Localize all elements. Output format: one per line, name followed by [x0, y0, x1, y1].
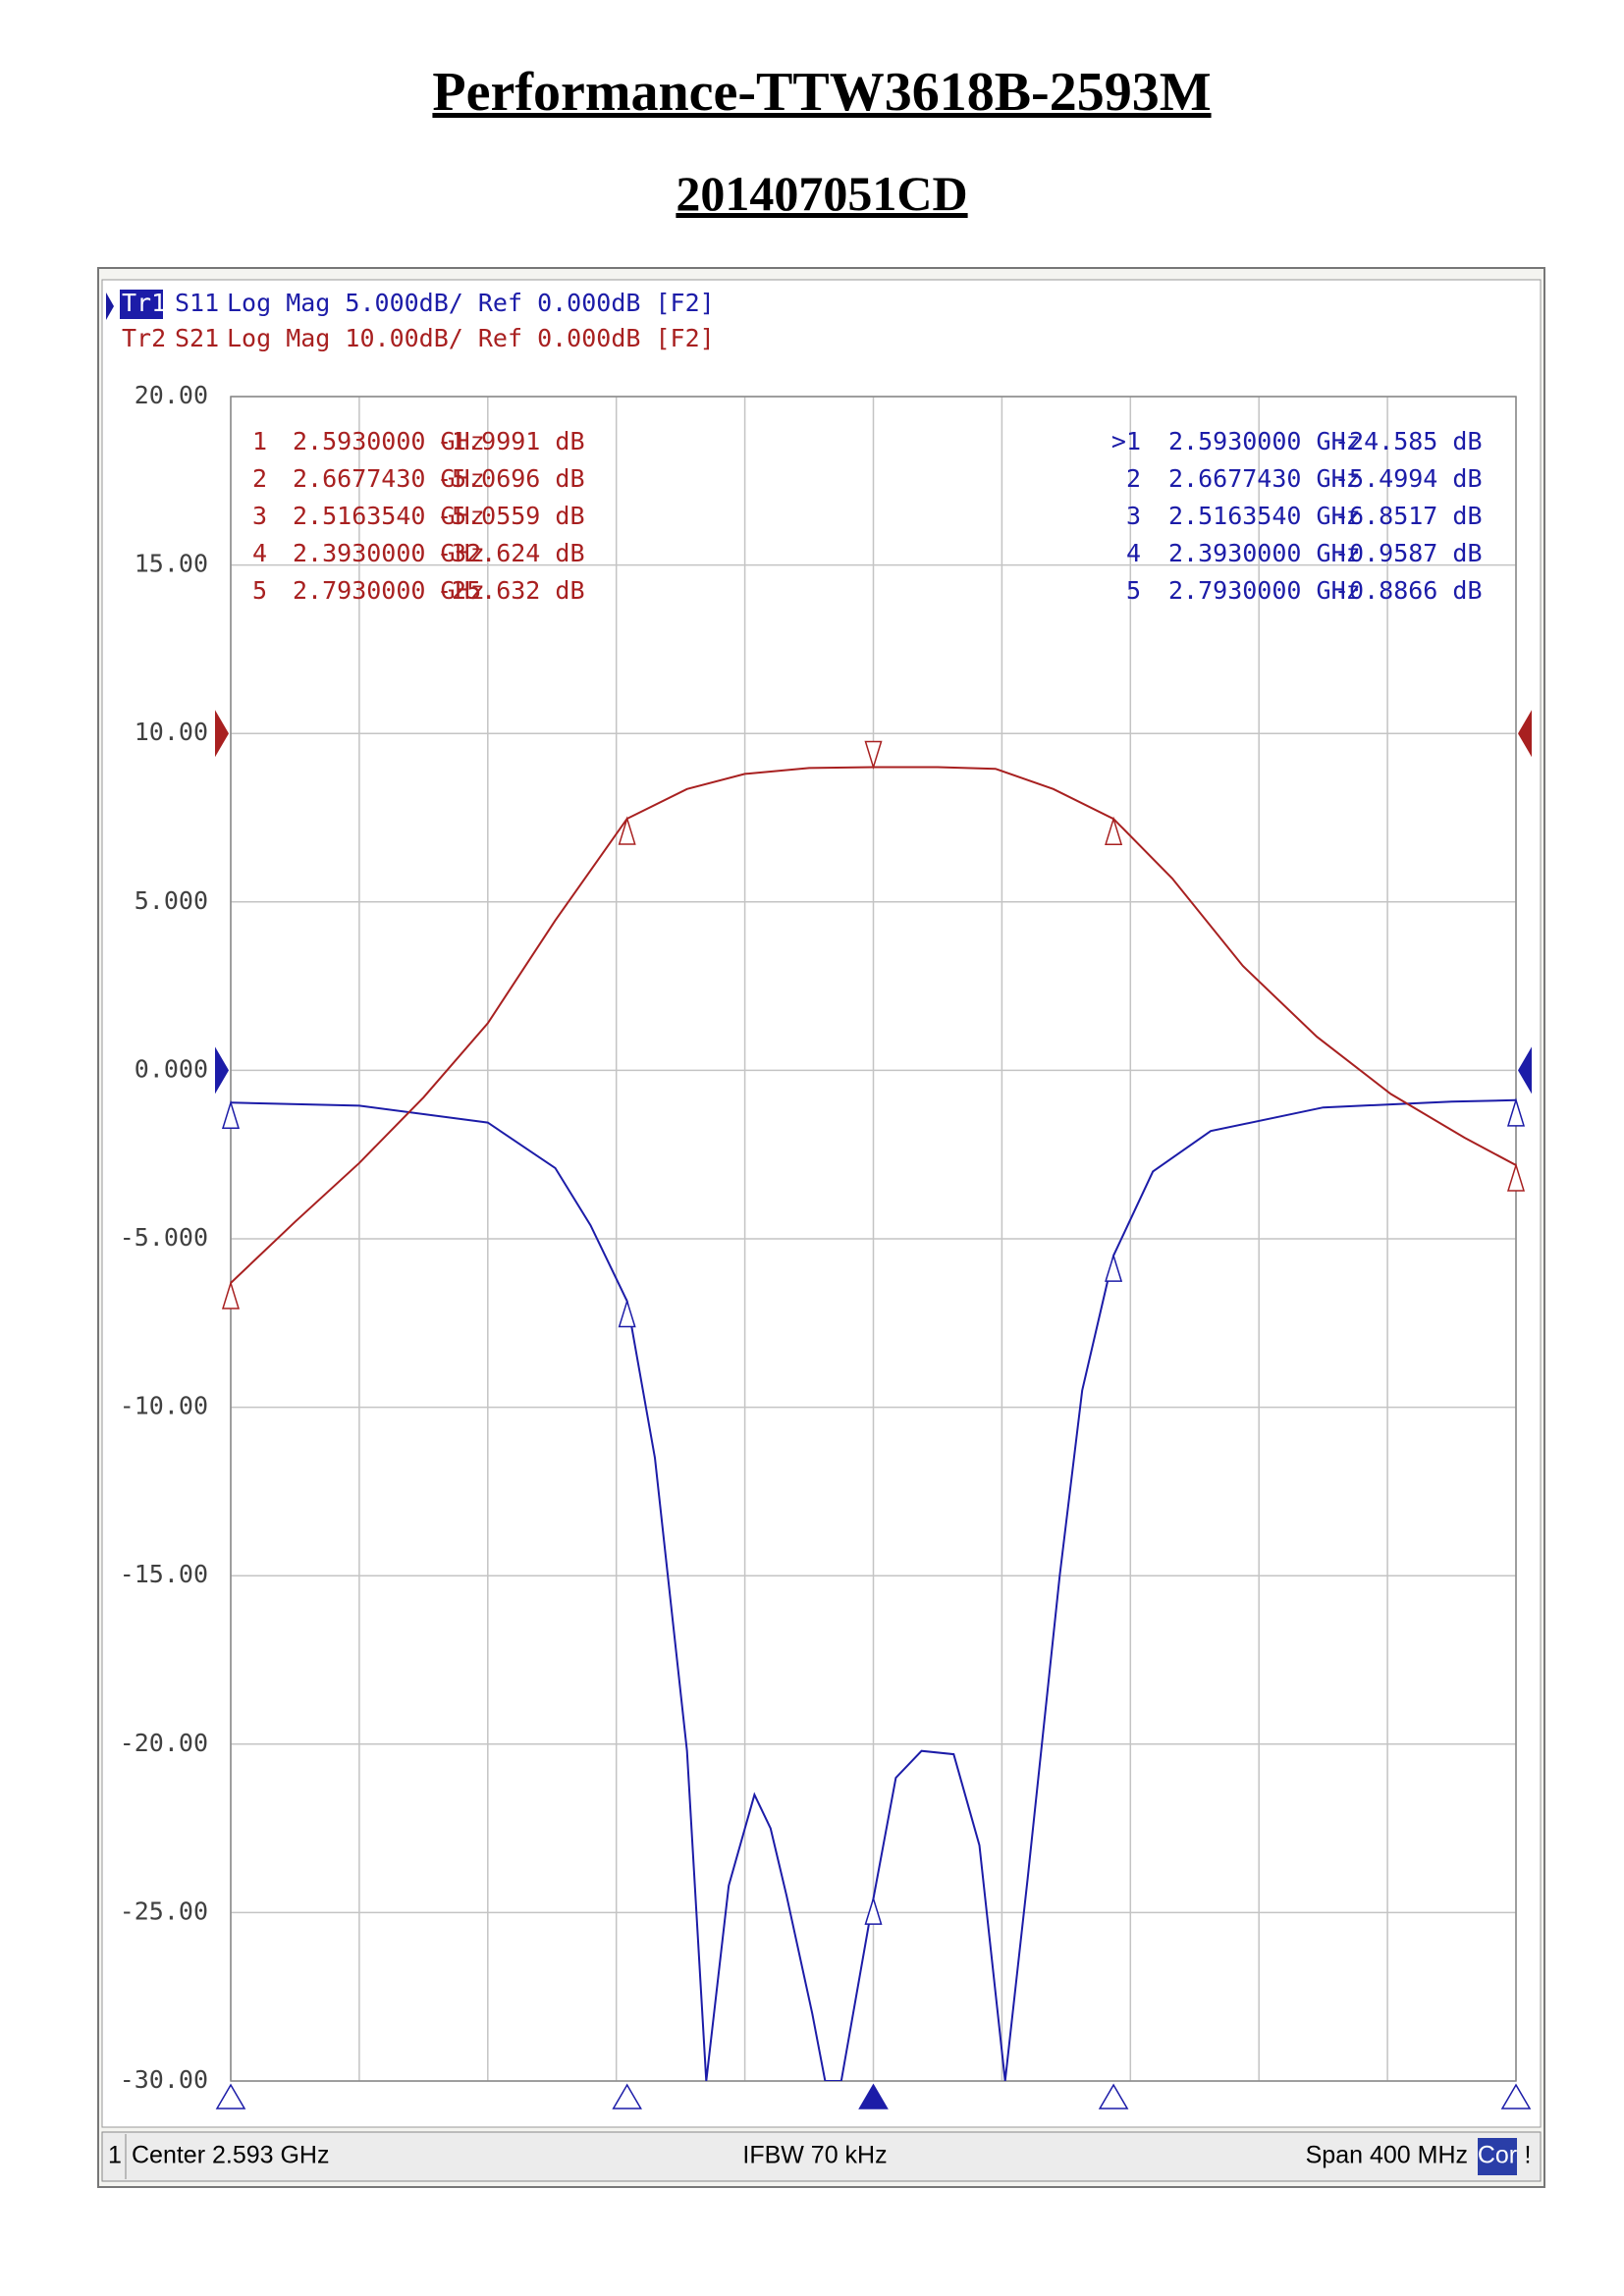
stimulus-marker [858, 2083, 889, 2109]
marker-label: 3 [252, 502, 267, 530]
marker-symbol [864, 1896, 883, 1925]
marker-symbol [1506, 1097, 1526, 1127]
marker-symbol [1105, 816, 1123, 845]
marker-frequency: 2.3930000 GHz [1168, 539, 1361, 567]
marker-label: 5 [252, 576, 267, 605]
marker-frequency: 2.6677430 GHz [1168, 464, 1361, 493]
page-title: Performance-TTW3618B-2593M [432, 62, 1212, 123]
ref-marker [1518, 710, 1532, 758]
y-tick-label: 10.00 [135, 718, 208, 746]
marker-symbol [618, 1299, 636, 1328]
y-tick-label: 0.000 [135, 1054, 208, 1083]
y-tick-label: 5.000 [135, 886, 208, 915]
marker-value: -1.9991 dB [437, 427, 585, 455]
marker-symbol [1506, 1162, 1526, 1192]
y-tick-label: 20.00 [135, 381, 208, 409]
y-tick-label: -15.00 [120, 1560, 208, 1588]
marker-label: 1 [252, 427, 267, 455]
alert: ! [1525, 2142, 1532, 2169]
marker-label: 5 [1126, 576, 1141, 605]
marker-label: 4 [1126, 539, 1141, 567]
y-tick-label: -30.00 [120, 2065, 208, 2094]
marker-value: -0.9587 dB [1334, 539, 1483, 567]
marker-frequency: 2.6677430 GHz [293, 464, 485, 493]
correction-box [1478, 2138, 1517, 2175]
active-trace-pointer [106, 293, 114, 320]
ref-marker [215, 1046, 229, 1095]
trace-format: Log Mag 10.00dB/ Ref 0.000dB [F2] [227, 324, 715, 352]
marker-label: 2 [252, 464, 267, 493]
ref-marker [215, 710, 229, 758]
marker-frequency: 2.3930000 GHz [293, 539, 485, 567]
marker-symbol [221, 1280, 241, 1309]
status-bar [101, 2131, 1542, 2182]
marker-symbol [618, 816, 636, 845]
trace-label: Tr2 [122, 324, 166, 352]
legend-name: S21 [175, 324, 219, 352]
marker-value: -6.8517 dB [1334, 502, 1483, 530]
marker-value: -0.8866 dB [1334, 576, 1483, 605]
legend-name: S11 [175, 289, 219, 317]
marker-label: 3 [1126, 502, 1141, 530]
stimulus-marker [1098, 2083, 1129, 2109]
stimulus-marker [215, 2083, 246, 2109]
marker-label: 2 [1126, 464, 1141, 493]
channel-number: 1 [108, 2142, 122, 2169]
y-tick-label: 15.00 [135, 550, 208, 578]
marker-frequency: 2.5930000 GHz [293, 427, 485, 455]
marker-frequency: 2.5163540 GHz [293, 502, 485, 530]
correction: Cor [1478, 2142, 1517, 2169]
plot-border [230, 396, 1517, 2082]
marker-frequency: 2.5930000 GHz [1168, 427, 1361, 455]
marker-value: -32.624 dB [437, 539, 585, 567]
y-tick-label: -10.00 [120, 1392, 208, 1420]
page-subtitle: 201407051CD [676, 166, 968, 221]
marker-value: -25.632 dB [437, 576, 585, 605]
marker-label: >1 [1111, 427, 1141, 455]
y-tick-label: -20.00 [120, 1729, 208, 1757]
marker-symbol [1105, 1253, 1123, 1282]
marker-symbol [221, 1099, 241, 1130]
marker-value: -5.4994 dB [1334, 464, 1483, 493]
marker-value: -5.0559 dB [437, 502, 585, 530]
ifbw: IFBW 70 kHz [742, 2142, 887, 2169]
marker-symbol [864, 740, 883, 771]
marker-value: -24.585 dB [1334, 427, 1483, 455]
y-tick-label: -5.000 [120, 1223, 208, 1252]
analyzer-screen [101, 279, 1542, 2128]
marker-value: -5.0696 dB [437, 464, 585, 493]
center-frequency: Center 2.593 GHz [132, 2142, 330, 2169]
stimulus-marker [612, 2083, 642, 2109]
stimulus-marker [1500, 2083, 1532, 2109]
marker-frequency: 2.5163540 GHz [1168, 502, 1361, 530]
trace-format: Log Mag 5.000dB/ Ref 0.000dB [F2] [227, 289, 715, 317]
marker-frequency: 2.7930000 GHz [1168, 576, 1361, 605]
marker-label: 4 [252, 539, 267, 567]
y-tick-label: -25.00 [120, 1896, 208, 1925]
ref-marker [1518, 1046, 1532, 1095]
trace-label: Tr1 [122, 289, 166, 317]
marker-frequency: 2.7930000 GHz [293, 576, 485, 605]
span: Span 400 MHz [1306, 2142, 1468, 2169]
active-trace-box [120, 290, 163, 319]
